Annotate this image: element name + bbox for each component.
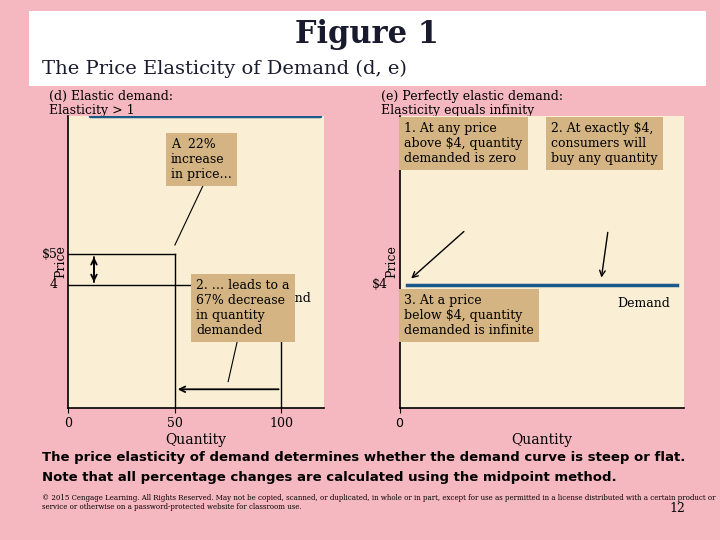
Text: Elasticity > 1: Elasticity > 1	[49, 104, 135, 117]
Y-axis label: Price: Price	[54, 246, 67, 278]
Text: The price elasticity of demand determines whether the demand curve is steep or f: The price elasticity of demand determine…	[42, 451, 685, 464]
Text: (d) Elastic demand:: (d) Elastic demand:	[49, 90, 173, 103]
Text: Demand: Demand	[258, 292, 311, 305]
Text: Figure 1: Figure 1	[295, 18, 439, 50]
Y-axis label: Price: Price	[385, 246, 398, 278]
Text: Note that all percentage changes are calculated using the midpoint method.: Note that all percentage changes are cal…	[42, 471, 617, 484]
Text: 12: 12	[670, 502, 685, 515]
Text: (e) Perfectly elastic demand:: (e) Perfectly elastic demand:	[381, 90, 563, 103]
Text: The Price Elasticity of Demand (d, e): The Price Elasticity of Demand (d, e)	[42, 60, 408, 78]
Text: $5: $5	[42, 248, 58, 261]
Text: 2. At exactly $4,
consumers will
buy any quantity: 2. At exactly $4, consumers will buy any…	[552, 122, 658, 165]
Text: © 2015 Cengage Learning. All Rights Reserved. May not be copied, scanned, or dup: © 2015 Cengage Learning. All Rights Rese…	[42, 494, 716, 511]
Text: 3. At a price
below $4, quantity
demanded is infinite: 3. At a price below $4, quantity demande…	[405, 294, 534, 337]
Text: 4: 4	[50, 279, 58, 292]
X-axis label: Quantity: Quantity	[166, 433, 227, 447]
Text: $4: $4	[372, 279, 388, 292]
X-axis label: Quantity: Quantity	[511, 433, 572, 447]
Text: Demand: Demand	[617, 297, 670, 310]
Text: 1. At any price
above $4, quantity
demanded is zero: 1. At any price above $4, quantity deman…	[405, 122, 523, 165]
Text: A  22%
increase
in price…: A 22% increase in price…	[171, 138, 232, 180]
Text: 2. … leads to a
67% decrease
in quantity
demanded: 2. … leads to a 67% decrease in quantity…	[196, 279, 289, 337]
Bar	[29, 11, 706, 86]
Text: Elasticity equals infinity: Elasticity equals infinity	[381, 104, 534, 117]
